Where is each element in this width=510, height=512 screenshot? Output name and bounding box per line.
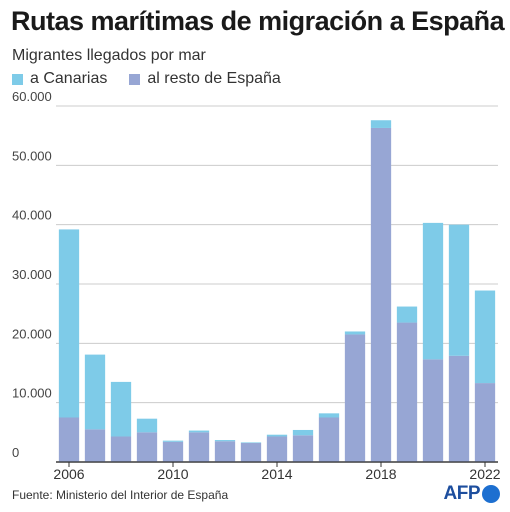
bar-canarias-2013: [240, 442, 262, 444]
bar-resto-2010: [162, 441, 184, 462]
bar-resto-2022: [474, 383, 496, 462]
afp-logo: AFP: [443, 483, 500, 505]
bar-resto-2018: [370, 127, 392, 462]
bar-canarias-2016: [318, 413, 340, 418]
x-tick-label: 2006: [53, 466, 84, 482]
afp-logo-dot: [482, 485, 500, 503]
bar-canarias-2019: [396, 306, 418, 323]
bar-resto-2007: [84, 429, 106, 462]
legend-item-canarias: a Canarias: [12, 70, 107, 88]
source-note: Fuente: Ministerio del Interior de Españ…: [12, 488, 229, 502]
bar-canarias-2020: [422, 222, 444, 360]
y-tick-label: 20.000: [12, 326, 52, 341]
y-tick-label: 50.000: [12, 148, 52, 163]
bar-canarias-2017: [344, 331, 366, 335]
bar-canarias-2015: [292, 429, 314, 436]
legend-swatch-resto: [129, 73, 141, 85]
y-tick-label: 40.000: [12, 208, 52, 223]
legend: a Canarias al resto de España: [12, 70, 295, 88]
bar-resto-2006: [58, 417, 80, 462]
bar-resto-2012: [214, 441, 236, 462]
legend-item-resto: al resto de España: [129, 70, 281, 88]
chart-title: Rutas marítimas de migración a España: [11, 6, 505, 36]
bar-resto-2008: [110, 436, 132, 462]
bar-resto-2011: [188, 432, 210, 462]
x-tick-label: 2018: [365, 466, 396, 482]
chart-subtitle: Migrantes llegados por mar: [12, 47, 206, 64]
bar-canarias-2014: [266, 434, 288, 437]
bar-canarias-2022: [474, 290, 496, 384]
bar-canarias-2006: [58, 229, 80, 418]
bar-resto-2020: [422, 359, 444, 462]
x-tick-label: 2010: [157, 466, 188, 482]
bar-resto-2013: [240, 443, 262, 462]
bar-canarias-2007: [84, 354, 106, 430]
bar-canarias-2012: [214, 440, 236, 442]
bar-resto-2009: [136, 432, 158, 462]
y-tick-label: 60.000: [12, 89, 52, 104]
bar-resto-2017: [344, 334, 366, 462]
bar-resto-2016: [318, 417, 340, 462]
legend-swatch-canarias: [12, 73, 23, 85]
y-tick-label: 10.000: [12, 386, 52, 401]
y-tick-label: 0: [12, 445, 19, 460]
bar-canarias-2021: [448, 224, 470, 356]
bar-canarias-2011: [188, 430, 210, 433]
bar-resto-2021: [448, 355, 470, 462]
x-tick-label: 2022: [469, 466, 500, 482]
legend-label-canarias: a Canarias: [30, 70, 108, 87]
bar-canarias-2008: [110, 381, 132, 437]
legend-label-resto: al resto de España: [147, 70, 281, 87]
bar-resto-2015: [292, 435, 314, 462]
y-tick-label: 30.000: [12, 267, 52, 282]
bar-canarias-2009: [136, 418, 158, 433]
afp-logo-text: AFP: [443, 483, 481, 504]
x-tick-label: 2014: [261, 466, 292, 482]
bar-canarias-2010: [162, 440, 184, 442]
bar-canarias-2018: [370, 120, 392, 128]
bar-resto-2019: [396, 322, 418, 462]
bar-resto-2014: [266, 436, 288, 462]
